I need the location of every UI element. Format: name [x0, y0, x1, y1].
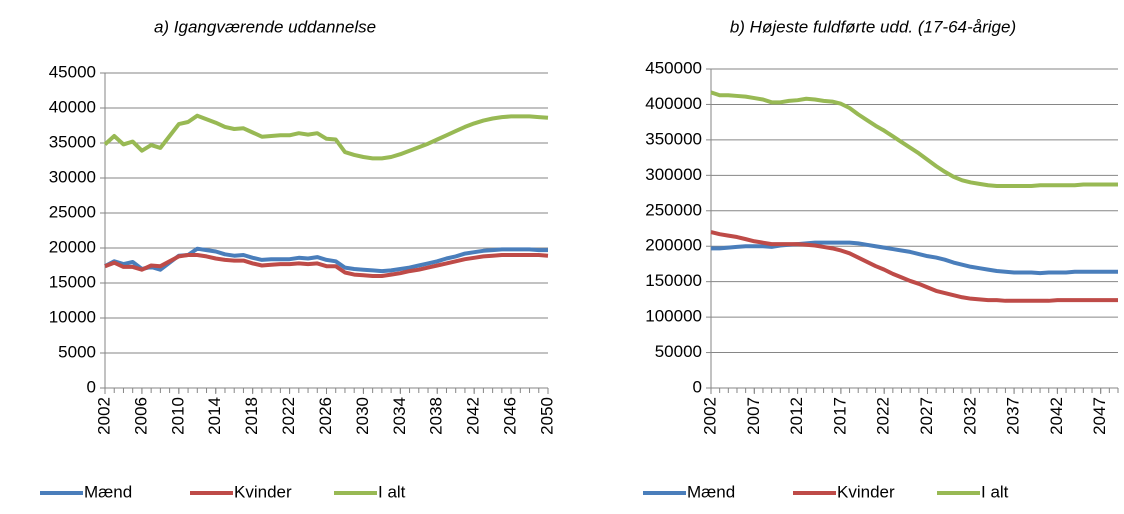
y-tick-label: 15000 [49, 272, 96, 291]
x-tick-label: 2022 [279, 397, 298, 435]
y-tick-label: 200000 [645, 236, 702, 255]
y-tick-label: 100000 [645, 307, 702, 326]
legend-label: Mænd [84, 482, 132, 501]
series-line [103, 113, 549, 161]
x-tick-label: 2012 [787, 397, 806, 435]
chart-title: a) Igangværende uddannelse [154, 17, 376, 36]
y-tick-label: 10000 [49, 307, 96, 326]
y-tick-label: 350000 [645, 129, 702, 148]
x-tick-label: 2006 [131, 397, 150, 435]
legend-label: Kvinder [837, 482, 895, 501]
y-tick-label: 250000 [645, 200, 702, 219]
y-tick-label: 25000 [49, 202, 96, 221]
y-tick-label: 45000 [49, 62, 96, 81]
x-tick-label: 2026 [316, 397, 335, 435]
chart-title: b) Højeste fuldførte udd. (17-64-årige) [730, 17, 1016, 36]
x-tick-label: 2047 [1090, 397, 1109, 435]
x-tick-label: 2010 [168, 397, 187, 435]
y-tick-label: 30000 [49, 167, 96, 186]
x-tick-label: 2050 [537, 397, 556, 435]
x-tick-label: 2038 [427, 397, 446, 435]
series-line [711, 240, 1118, 276]
x-tick-label: 2017 [830, 397, 849, 435]
x-tick-label: 2046 [501, 397, 520, 435]
legend-label: Kvinder [234, 482, 292, 501]
y-tick-label: 400000 [645, 94, 702, 113]
y-tick-label: 50000 [655, 342, 702, 361]
series-line [710, 230, 1118, 303]
series-line [104, 253, 549, 278]
legend-label: Mænd [687, 482, 735, 501]
y-tick-label: 5000 [58, 342, 96, 361]
y-tick-label: 35000 [49, 132, 96, 151]
x-tick-label: 2002 [700, 397, 719, 435]
x-tick-label: 2002 [94, 397, 113, 435]
x-tick-label: 2042 [1047, 397, 1066, 435]
x-tick-label: 2014 [205, 397, 224, 435]
x-tick-label: 2018 [242, 397, 261, 435]
legend-label: I alt [378, 482, 406, 501]
x-tick-label: 2030 [353, 397, 372, 435]
series-line [710, 90, 1118, 188]
y-tick-label: 150000 [645, 271, 702, 290]
x-tick-label: 2022 [874, 397, 893, 435]
y-tick-label: 300000 [645, 165, 702, 184]
y-tick-label: 40000 [49, 97, 96, 116]
y-tick-label: 20000 [49, 237, 96, 256]
y-tick-label: 450000 [645, 58, 702, 77]
x-tick-label: 2007 [744, 397, 763, 435]
x-tick-label: 2037 [1004, 397, 1023, 435]
x-tick-label: 2027 [917, 397, 936, 435]
y-tick-label: 0 [693, 377, 702, 396]
x-tick-label: 2032 [960, 397, 979, 435]
x-tick-label: 2042 [464, 397, 483, 435]
y-tick-label: 0 [87, 377, 96, 396]
x-tick-label: 2034 [390, 397, 409, 435]
legend-label: I alt [981, 482, 1009, 501]
